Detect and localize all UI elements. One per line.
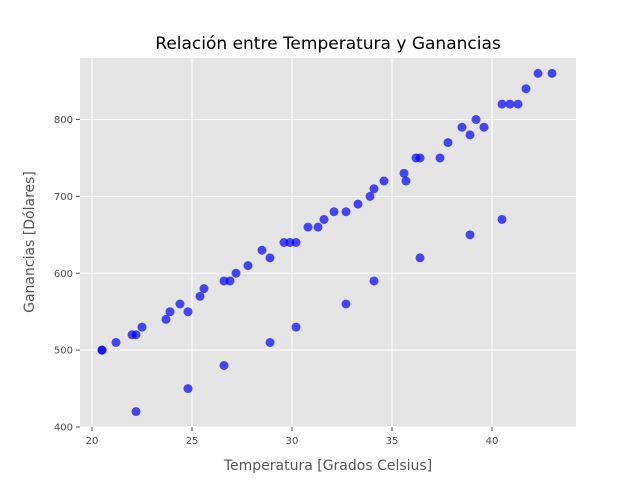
data-point — [415, 153, 425, 163]
data-point — [231, 268, 241, 278]
data-point — [513, 99, 523, 109]
y-tick-label: 800 — [54, 115, 73, 126]
data-point — [183, 384, 193, 394]
data-point — [341, 299, 351, 309]
data-point — [257, 245, 267, 255]
data-point — [137, 322, 147, 332]
chart-title: Relación entre Temperatura y Ganancias — [155, 34, 501, 54]
data-point — [435, 153, 445, 163]
data-point — [547, 68, 557, 78]
data-point — [243, 261, 253, 271]
data-point — [97, 345, 107, 355]
x-axis-ticks: 20 25 30 35 40 — [86, 427, 499, 447]
y-axis-label: Ganancias [Dólares] — [22, 171, 38, 313]
data-point — [521, 84, 531, 94]
grid-lines — [80, 58, 576, 428]
data-point — [465, 230, 475, 240]
data-point — [399, 168, 409, 178]
y-axis-ticks: 400 500 600 700 800 — [54, 115, 80, 434]
data-point — [369, 276, 379, 286]
data-point — [265, 337, 275, 347]
y-tick-label: 700 — [54, 192, 73, 203]
data-point — [329, 207, 339, 217]
x-tick-label: 20 — [86, 436, 99, 447]
data-point — [111, 337, 121, 347]
data-point — [175, 299, 185, 309]
data-point — [353, 199, 363, 209]
data-point — [465, 130, 475, 140]
data-point — [131, 330, 141, 340]
data-point — [457, 122, 467, 132]
data-point — [183, 307, 193, 317]
data-point — [379, 176, 389, 186]
data-point — [303, 222, 313, 232]
data-point — [443, 138, 453, 148]
data-point — [505, 99, 515, 109]
data-point — [497, 214, 507, 224]
data-point — [365, 191, 375, 201]
plot-area — [80, 58, 576, 427]
data-point — [199, 284, 209, 294]
data-point — [165, 307, 175, 317]
data-point — [291, 322, 301, 332]
x-tick-label: 30 — [286, 436, 299, 447]
data-point — [225, 276, 235, 286]
data-point — [369, 184, 379, 194]
data-point — [195, 291, 205, 301]
data-point — [313, 222, 323, 232]
y-tick-label: 500 — [54, 346, 73, 357]
data-point — [341, 207, 351, 217]
data-point — [291, 238, 301, 247]
data-point — [415, 253, 425, 263]
data-point — [471, 115, 481, 124]
y-tick-label: 400 — [54, 423, 73, 434]
data-point — [219, 361, 229, 370]
x-tick-label: 35 — [386, 436, 399, 447]
data-points — [97, 68, 557, 417]
data-point — [131, 407, 141, 417]
x-tick-label: 25 — [186, 436, 199, 447]
data-point — [161, 314, 171, 324]
data-point — [401, 176, 411, 186]
x-axis-label: Temperatura [Grados Celsius] — [223, 458, 432, 474]
y-tick-label: 600 — [54, 269, 73, 280]
x-tick-label: 40 — [486, 436, 499, 447]
data-point — [479, 122, 489, 132]
data-point — [319, 214, 329, 224]
data-point — [265, 253, 275, 263]
data-point — [533, 68, 543, 78]
data-point — [497, 99, 507, 109]
